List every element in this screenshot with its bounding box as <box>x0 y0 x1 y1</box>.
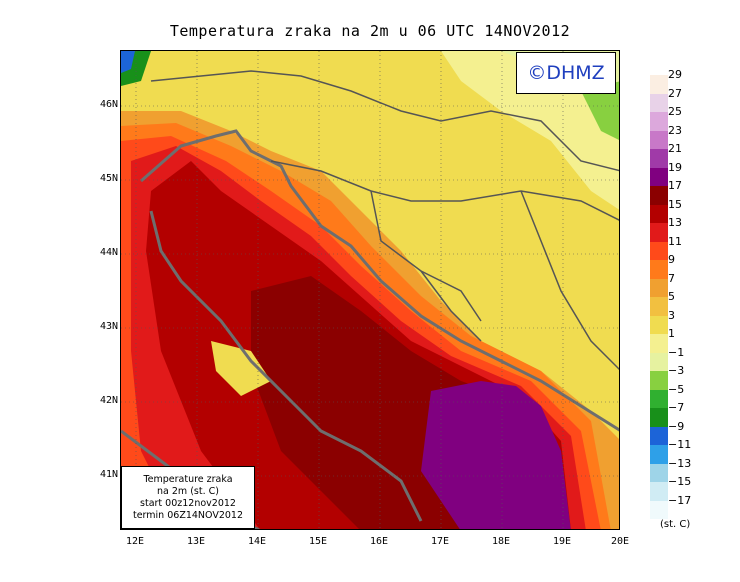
lat-label: 46N <box>99 99 118 110</box>
legend-label: −7 <box>668 401 685 414</box>
info-line-4: termin 06Z14NOV2012 <box>132 510 244 521</box>
legend-label: 23 <box>668 123 682 137</box>
legend-swatch <box>650 334 668 353</box>
lat-label: 45N <box>99 173 118 184</box>
legend-swatch <box>650 352 668 371</box>
info-line-3: start 00z12nov2012 <box>140 498 236 509</box>
legend-label: 25 <box>668 105 682 118</box>
legend-swatch <box>650 149 668 168</box>
temperature-map <box>120 50 620 530</box>
legend-swatch <box>650 223 668 242</box>
legend-swatch <box>650 408 668 427</box>
legend-swatch <box>650 186 668 205</box>
legend-label: 9 <box>668 253 675 266</box>
legend-swatch <box>650 241 668 260</box>
legend-label: 27 <box>668 86 682 100</box>
legend-swatch <box>650 260 668 279</box>
legend-label: 21 <box>668 142 682 155</box>
legend-label: −3 <box>668 364 685 377</box>
legend-label: 1 <box>668 327 675 340</box>
legend-units: (st. C) <box>660 519 691 530</box>
legend-swatch <box>650 500 668 519</box>
lat-label: 42N <box>99 395 118 406</box>
legend-label: 19 <box>668 160 682 174</box>
legend-swatch <box>650 426 668 445</box>
lon-label: 14E <box>247 536 267 547</box>
legend-swatch <box>650 75 668 94</box>
legend-label: −11 <box>668 438 692 451</box>
legend-swatch <box>650 93 668 112</box>
lat-label: 44N <box>99 247 118 258</box>
legend-label: −13 <box>668 456 692 470</box>
legend-swatch <box>650 278 668 297</box>
dhmz-logo: ©DHMZ <box>516 52 616 94</box>
map-info-box: Temperature zraka na 2m (st. C) start 00… <box>121 466 255 529</box>
lon-label: 17E <box>430 536 450 547</box>
legend-label: 3 <box>668 308 675 322</box>
legend-swatch <box>650 463 668 482</box>
legend-swatch <box>650 167 668 186</box>
legend-label: 17 <box>668 179 682 192</box>
lon-label: 18E <box>491 536 511 547</box>
legend-swatch <box>650 482 668 501</box>
legend-swatch <box>650 371 668 390</box>
legend-label: 7 <box>668 271 675 285</box>
lon-label: 13E <box>186 536 206 547</box>
info-line-2: na 2m (st. C) <box>157 486 219 497</box>
lat-label: 41N <box>99 469 118 480</box>
legend-label: −15 <box>668 475 692 488</box>
map-title: Temperatura zraka na 2m u 06 UTC 14NOV20… <box>169 22 571 40</box>
legend-swatch <box>650 445 668 464</box>
legend-swatch <box>650 112 668 131</box>
legend-label: −9 <box>668 419 685 433</box>
legend-label: −17 <box>668 493 692 507</box>
legend-label: 13 <box>668 216 682 229</box>
lon-label: 16E <box>369 536 389 547</box>
legend-swatch <box>650 315 668 334</box>
lon-label: 20E <box>610 536 630 547</box>
legend-swatch <box>650 204 668 223</box>
lon-label: 19E <box>552 536 572 547</box>
color-legend <box>650 75 668 519</box>
legend-swatch <box>650 389 668 408</box>
legend-swatch <box>650 130 668 149</box>
legend-swatch <box>650 297 668 316</box>
legend-label: 5 <box>668 290 675 303</box>
legend-label: −5 <box>668 382 685 396</box>
legend-label: 11 <box>668 234 682 248</box>
lon-label: 15E <box>308 536 328 547</box>
lon-label: 12E <box>125 536 145 547</box>
lat-label: 43N <box>99 321 118 332</box>
info-line-1: Temperature zraka <box>143 474 233 485</box>
legend-label: −1 <box>668 345 685 359</box>
legend-label: 29 <box>668 68 682 81</box>
legend-label: 15 <box>668 197 682 211</box>
